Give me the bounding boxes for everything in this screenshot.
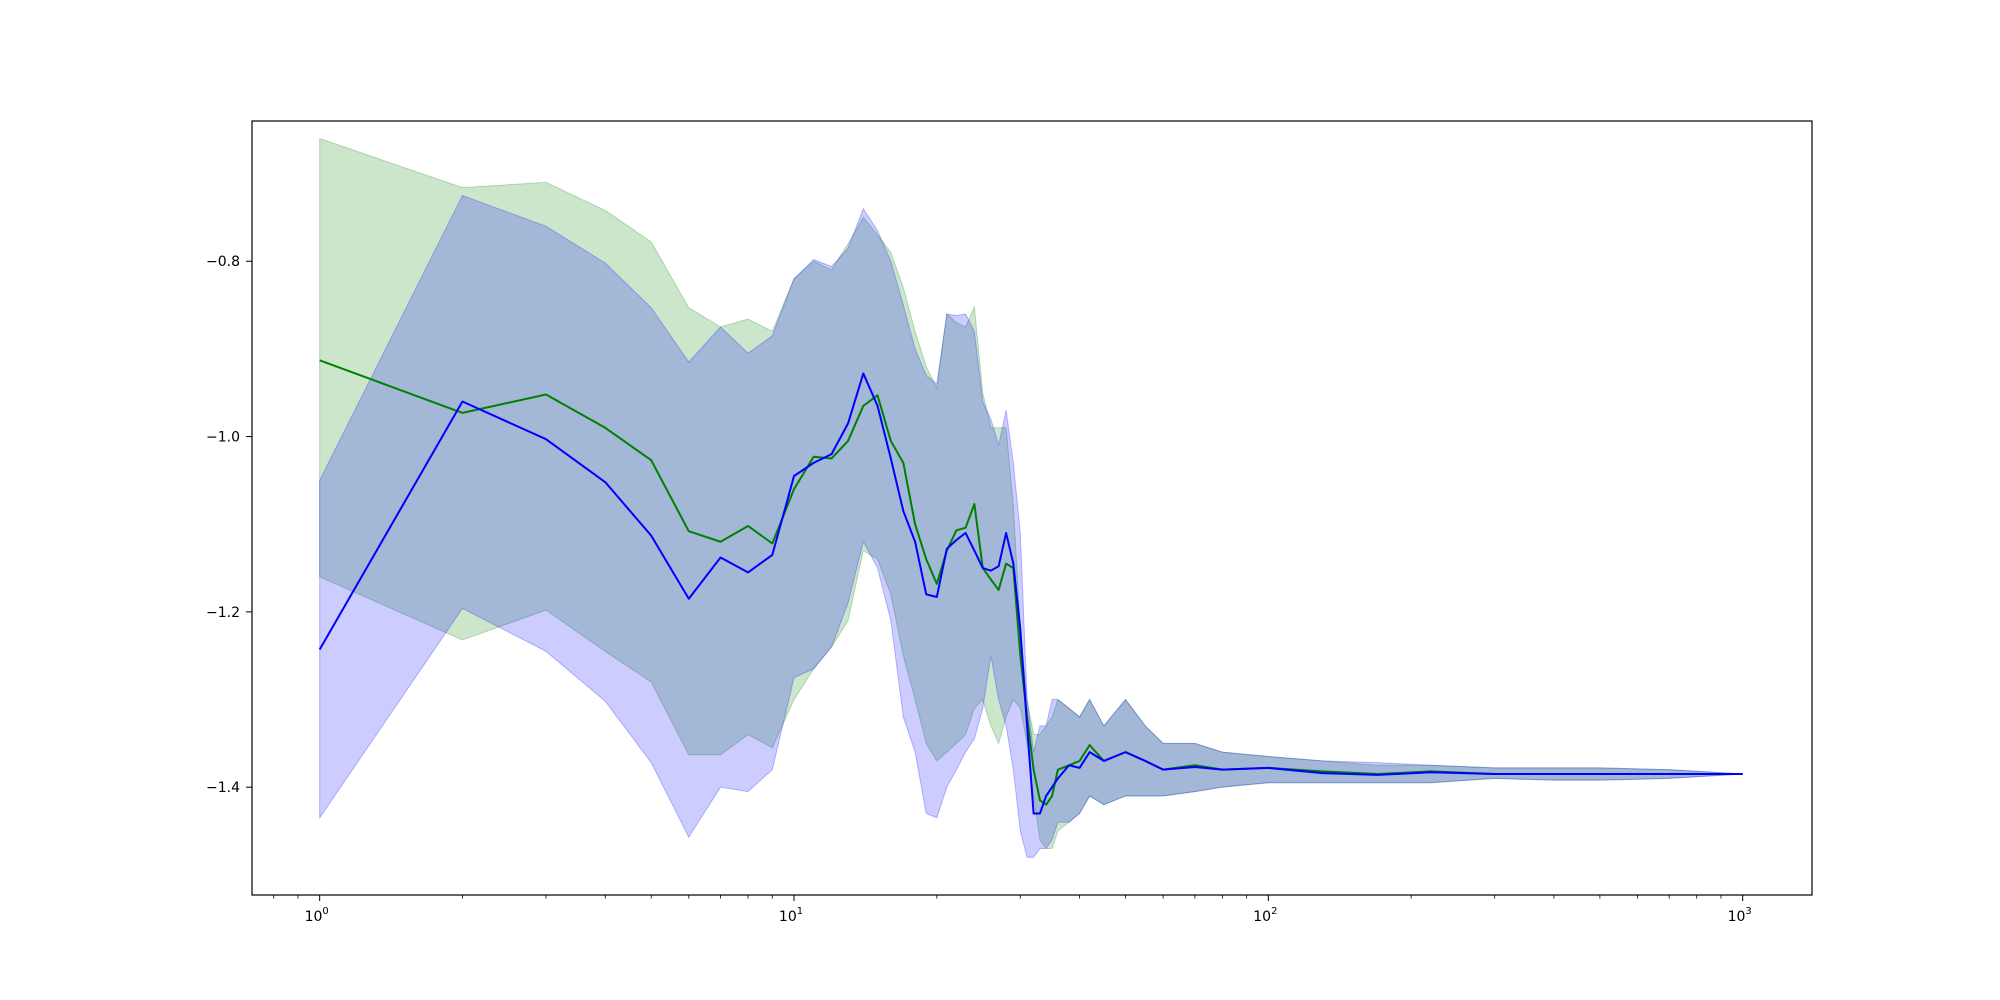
series-0-confidence-band xyxy=(319,137,1743,850)
plot-area xyxy=(318,137,1743,858)
x-tick-label-base: 10 xyxy=(779,909,797,925)
x-tick-label-base: 10 xyxy=(305,909,323,925)
x-tick-label-exponent: 3 xyxy=(1745,906,1751,917)
y-tick-label: −1.2 xyxy=(206,605,240,621)
series-1-line xyxy=(318,372,1743,815)
x-tick-label-exponent: 1 xyxy=(797,906,803,917)
x-tick-label-exponent: 0 xyxy=(322,906,328,917)
y-tick-label: −0.8 xyxy=(206,254,240,270)
y-tick-label: −1.0 xyxy=(206,430,240,446)
x-tick-label-base: 10 xyxy=(1253,909,1271,925)
x-tick-label: 103 xyxy=(1728,906,1752,925)
x-tick-label: 101 xyxy=(779,906,803,925)
x-tick-label-exponent: 2 xyxy=(1271,906,1277,917)
series-1-confidence-band xyxy=(319,194,1743,858)
x-tick-label: 100 xyxy=(305,906,329,925)
y-tick-label: −1.4 xyxy=(206,780,240,796)
x-tick-label-base: 10 xyxy=(1728,909,1746,925)
x-tick-label: 102 xyxy=(1253,906,1277,925)
plot-frame xyxy=(251,120,1813,896)
